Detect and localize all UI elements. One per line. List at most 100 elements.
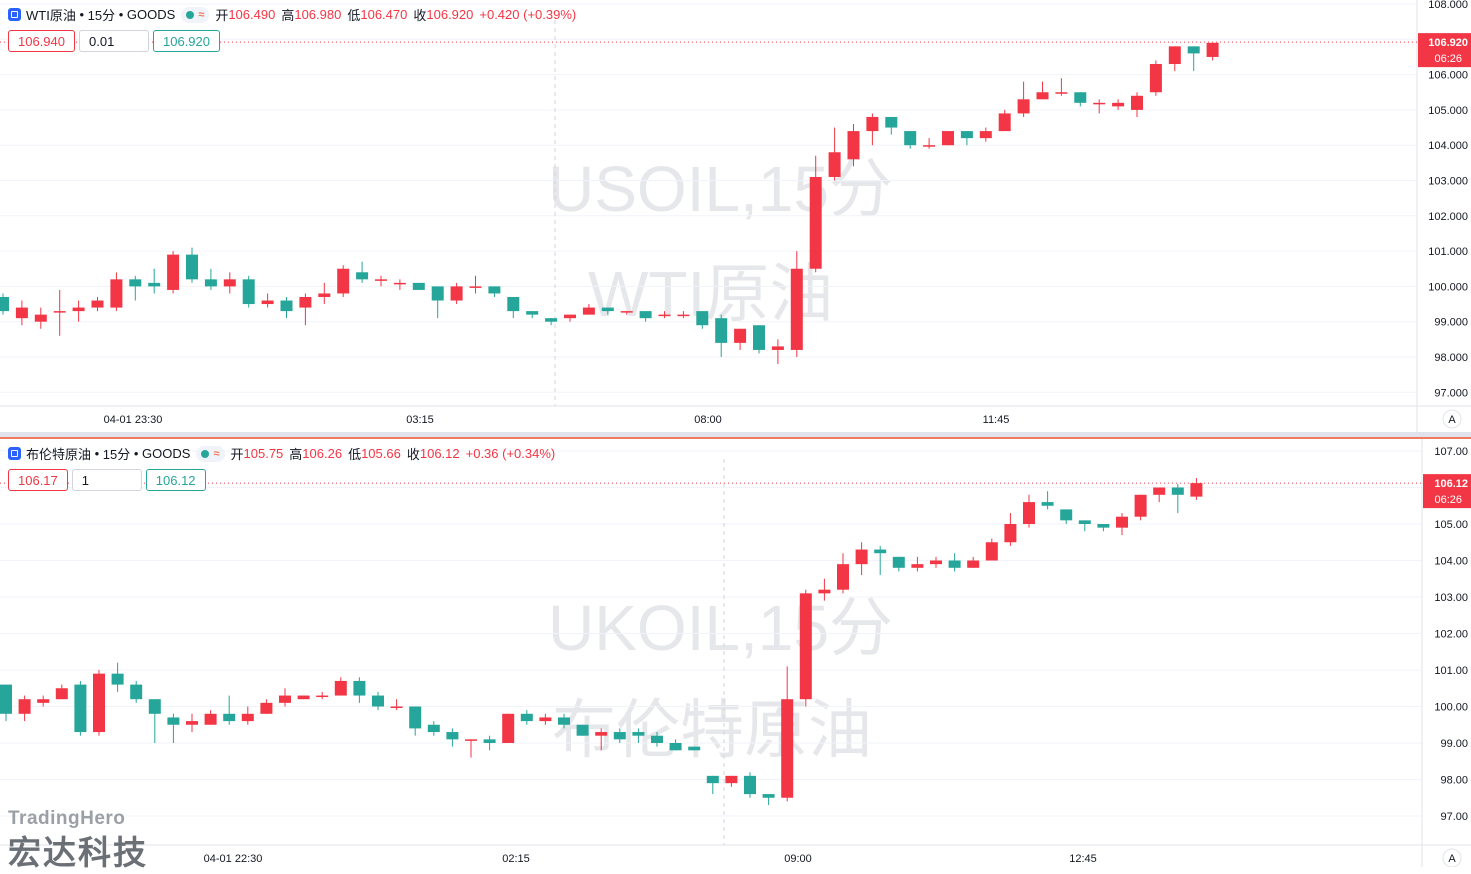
candle[interactable] bbox=[242, 275, 255, 308]
sell-button[interactable]: 106.940 bbox=[8, 30, 75, 52]
candle[interactable] bbox=[923, 138, 936, 149]
candle[interactable] bbox=[545, 318, 558, 326]
candle[interactable] bbox=[279, 688, 291, 707]
candle[interactable] bbox=[998, 109, 1011, 132]
candle[interactable] bbox=[1190, 478, 1203, 500]
candle[interactable] bbox=[93, 670, 105, 736]
candle[interactable] bbox=[942, 131, 954, 146]
candle[interactable] bbox=[1153, 487, 1166, 503]
candle[interactable] bbox=[1171, 483, 1184, 514]
autoscale-button[interactable]: A bbox=[1442, 409, 1462, 429]
candle[interactable] bbox=[632, 728, 645, 743]
candle[interactable] bbox=[297, 695, 310, 700]
candle[interactable] bbox=[715, 314, 728, 357]
candle[interactable] bbox=[1023, 494, 1035, 528]
candle[interactable] bbox=[651, 732, 663, 747]
candle[interactable] bbox=[734, 328, 747, 350]
candle[interactable] bbox=[318, 282, 331, 305]
candle[interactable] bbox=[866, 113, 879, 146]
candle[interactable] bbox=[241, 706, 254, 725]
candle[interactable] bbox=[465, 739, 477, 758]
candle[interactable] bbox=[847, 124, 860, 167]
candle[interactable] bbox=[427, 721, 440, 736]
quantity-input[interactable]: 0.01 bbox=[79, 30, 149, 52]
candle[interactable] bbox=[799, 589, 812, 707]
candle[interactable] bbox=[576, 724, 589, 736]
candle[interactable] bbox=[520, 710, 533, 725]
candle[interactable] bbox=[1017, 81, 1030, 117]
candle[interactable] bbox=[706, 775, 719, 795]
symbol-name[interactable]: 布伦特原油 bbox=[26, 447, 92, 462]
chart-pane-wti[interactable]: USOIL,15分 WTI原油 108.000107.000106.000105… bbox=[0, 0, 1471, 432]
candle[interactable] bbox=[1206, 42, 1219, 61]
candle[interactable] bbox=[1055, 78, 1068, 96]
candle[interactable] bbox=[260, 699, 273, 714]
candle[interactable] bbox=[930, 556, 942, 568]
candle[interactable] bbox=[1112, 99, 1125, 110]
quantity-input[interactable]: 1 bbox=[71, 469, 142, 491]
candle[interactable] bbox=[316, 691, 329, 700]
candle[interactable] bbox=[677, 311, 690, 319]
candle[interactable] bbox=[431, 286, 444, 319]
candle[interactable] bbox=[658, 311, 671, 319]
candle[interactable] bbox=[129, 275, 142, 301]
candle[interactable] bbox=[1116, 513, 1128, 535]
candlestick-chart-wti[interactable]: 108.000107.000106.000105.000104.000103.0… bbox=[0, 0, 1471, 432]
candle[interactable] bbox=[204, 710, 217, 725]
candle[interactable] bbox=[948, 553, 961, 572]
candle[interactable] bbox=[911, 556, 924, 572]
candle[interactable] bbox=[412, 282, 425, 290]
candle[interactable] bbox=[904, 131, 917, 149]
candle[interactable] bbox=[91, 296, 104, 312]
candle[interactable] bbox=[15, 300, 28, 326]
candle[interactable] bbox=[985, 538, 998, 561]
candle[interactable] bbox=[892, 556, 905, 572]
candle[interactable] bbox=[186, 713, 198, 733]
buy-button[interactable]: 106.12 bbox=[145, 469, 206, 491]
candle[interactable] bbox=[261, 293, 274, 308]
candle[interactable] bbox=[762, 794, 775, 806]
candle[interactable] bbox=[1036, 81, 1049, 100]
candle[interactable] bbox=[393, 279, 406, 290]
candle[interactable] bbox=[337, 265, 350, 297]
candle[interactable] bbox=[620, 311, 633, 315]
chart-pane-brent[interactable]: UKOIL,15分 布伦特原油 107.00106.00105.00104.00… bbox=[0, 437, 1471, 867]
candle[interactable] bbox=[1004, 513, 1017, 546]
candle[interactable] bbox=[280, 296, 293, 319]
candle[interactable] bbox=[37, 695, 50, 707]
pane-separator[interactable] bbox=[0, 432, 1471, 437]
candle[interactable] bbox=[1168, 46, 1181, 72]
candle[interactable] bbox=[885, 116, 898, 135]
candle[interactable] bbox=[1134, 494, 1147, 521]
candle[interactable] bbox=[874, 545, 887, 576]
status-pill[interactable]: ≈ bbox=[181, 6, 210, 23]
candle[interactable] bbox=[483, 735, 496, 751]
candle[interactable] bbox=[1149, 60, 1162, 96]
candle[interactable] bbox=[353, 677, 366, 703]
buy-button[interactable]: 106.920 bbox=[153, 30, 220, 52]
candle[interactable] bbox=[502, 713, 515, 743]
sell-button[interactable]: 106.17 bbox=[8, 469, 68, 491]
candle[interactable] bbox=[613, 728, 626, 743]
candle[interactable] bbox=[507, 296, 520, 319]
candle[interactable] bbox=[558, 713, 570, 729]
candle[interactable] bbox=[0, 293, 9, 315]
candle[interactable] bbox=[148, 699, 161, 743]
candle[interactable] bbox=[781, 666, 794, 802]
candle[interactable] bbox=[111, 662, 124, 692]
candle[interactable] bbox=[696, 311, 709, 329]
candle[interactable] bbox=[669, 739, 682, 751]
candle[interactable] bbox=[356, 261, 369, 283]
candle[interactable] bbox=[1097, 524, 1110, 532]
candle[interactable] bbox=[204, 268, 217, 290]
candle[interactable] bbox=[539, 713, 552, 725]
candle[interactable] bbox=[564, 314, 576, 322]
candle[interactable] bbox=[1131, 92, 1143, 117]
candle[interactable] bbox=[582, 304, 595, 315]
candle[interactable] bbox=[446, 728, 459, 747]
candle[interactable] bbox=[639, 311, 652, 322]
candle[interactable] bbox=[967, 556, 980, 568]
candle[interactable] bbox=[372, 691, 384, 711]
candle[interactable] bbox=[469, 275, 482, 294]
candle[interactable] bbox=[53, 289, 66, 336]
